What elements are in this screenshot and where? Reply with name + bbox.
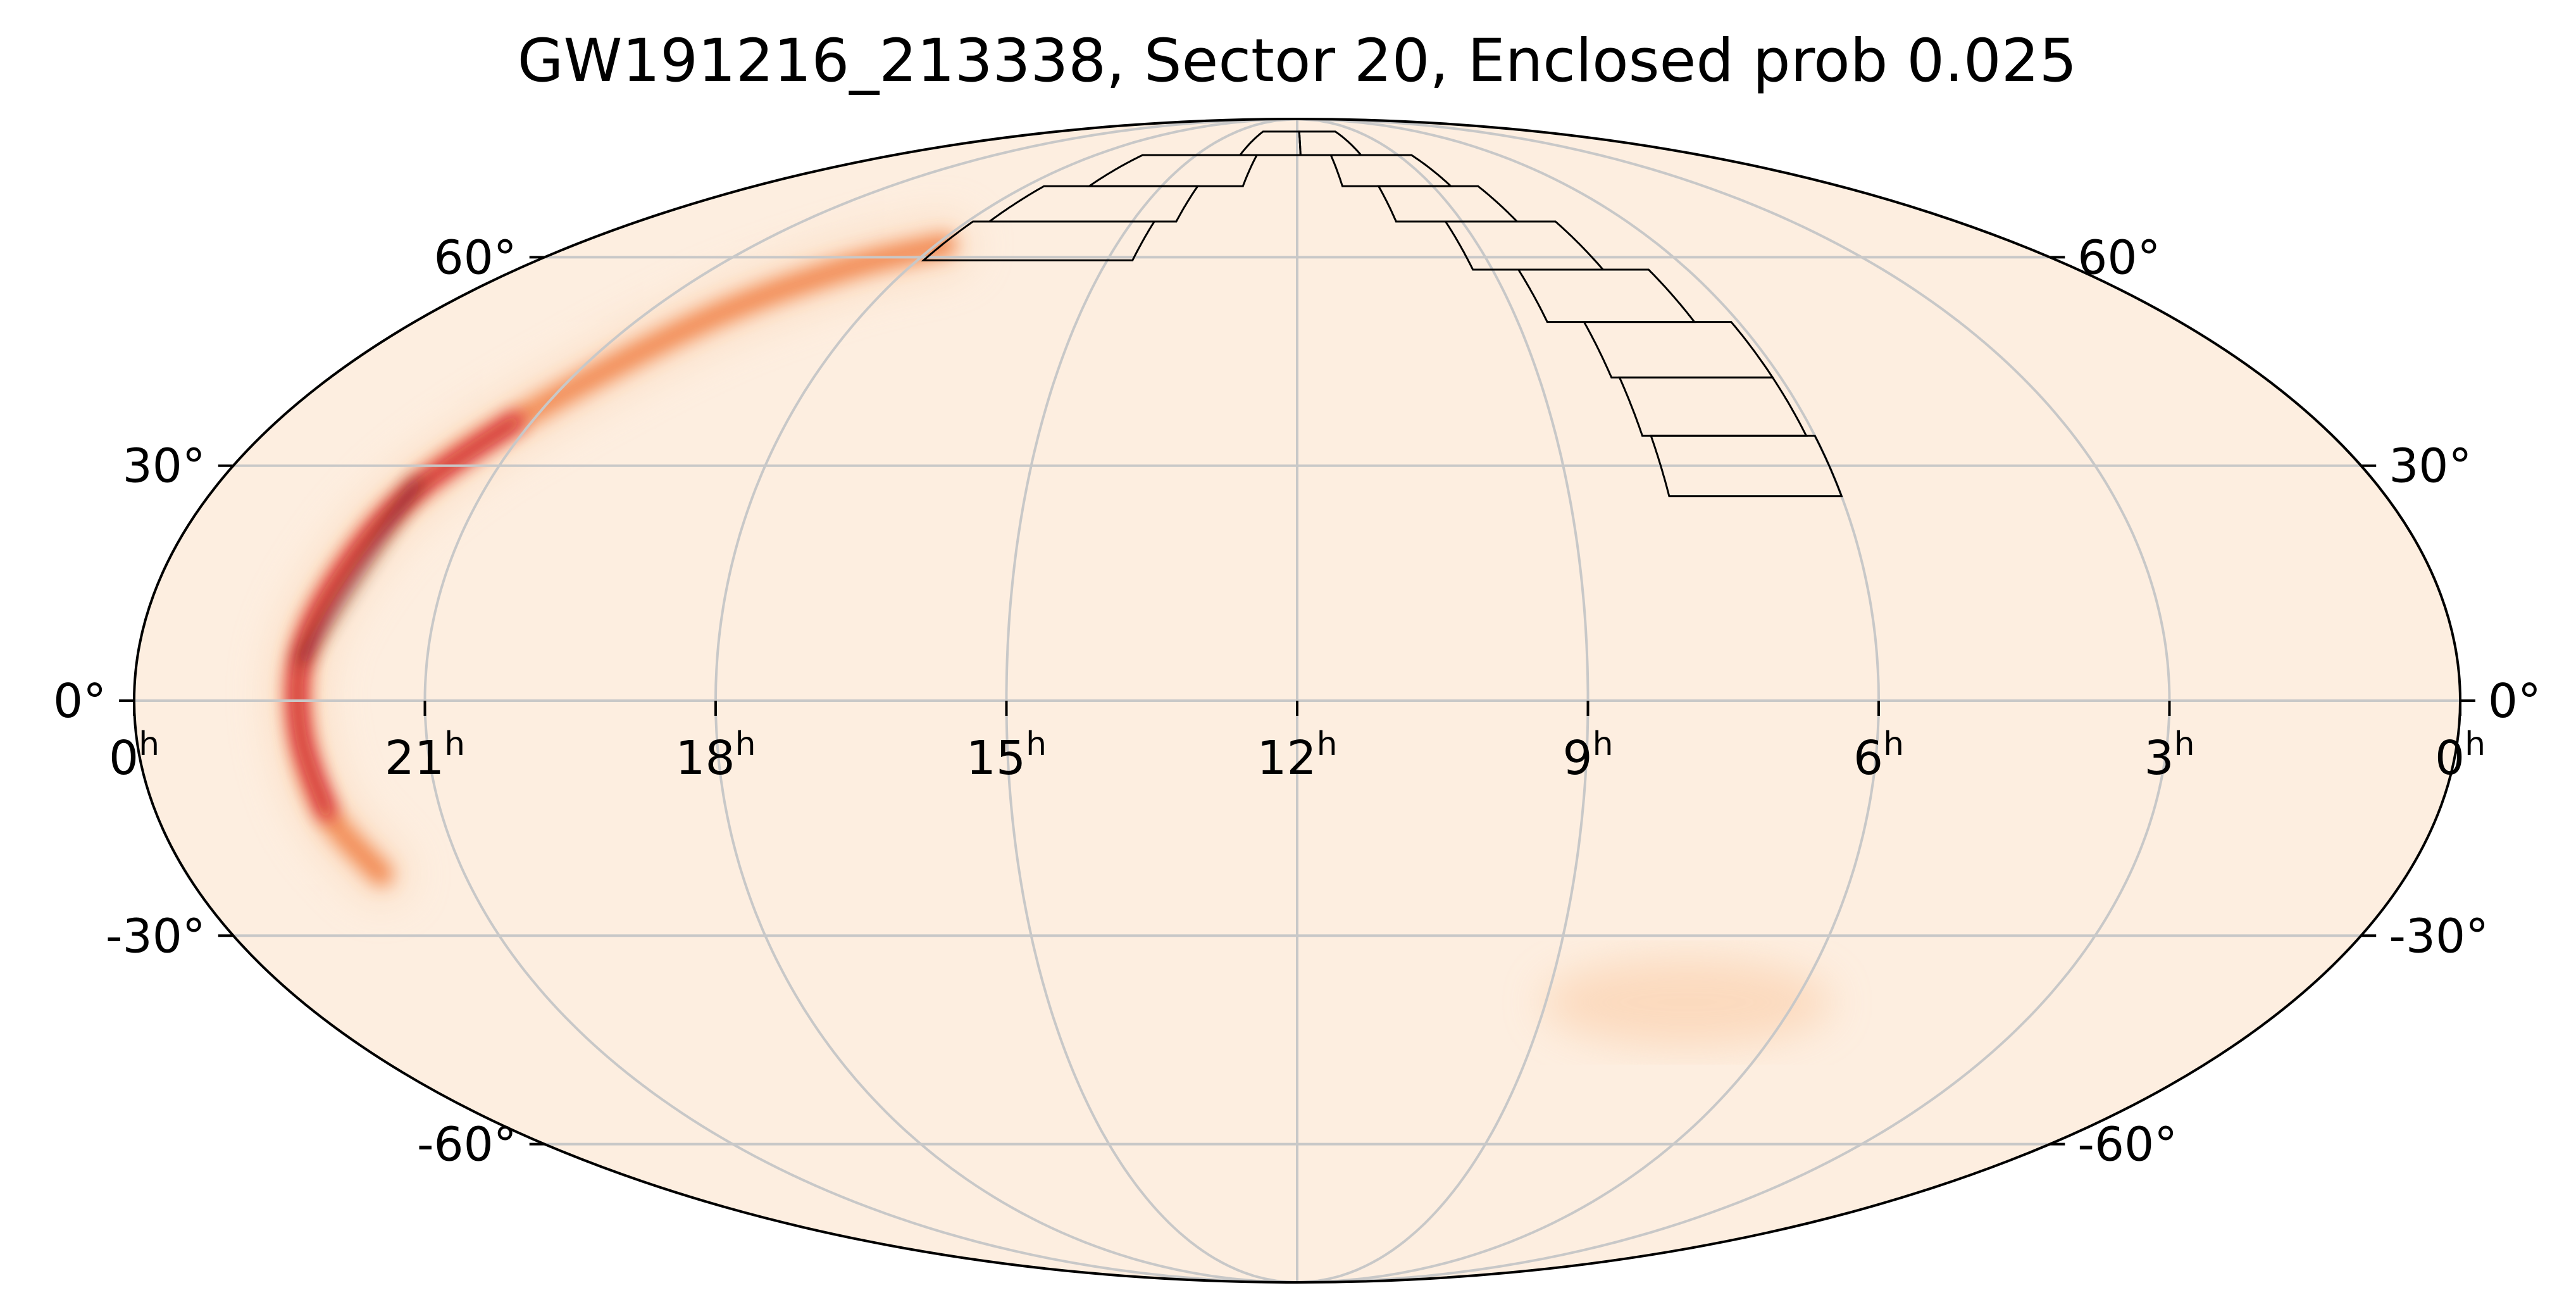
probability-core: [290, 414, 523, 819]
dec-tick-marks: [119, 256, 2475, 1146]
ra-tick-value: 12: [1257, 731, 1316, 785]
ra-tick-unit: h: [1026, 725, 1047, 763]
sector-tile: [1618, 376, 1808, 437]
dec-tick-label-right: 30°: [2389, 439, 2472, 494]
ra-tick-label: 12h: [1257, 725, 1337, 785]
ra-tick-label: 6h: [1853, 725, 1904, 785]
probability-layer: [268, 216, 1833, 1047]
probability-secondary-blob: [1541, 958, 1833, 1047]
sector-tile: [1649, 434, 1843, 497]
dec-tick-label-right: -30°: [2389, 909, 2489, 963]
ra-tick-label: 9h: [1562, 725, 1613, 785]
sector-tile: [1329, 154, 1453, 187]
sector-tile: [1298, 130, 1364, 156]
sector-tile: [1086, 154, 1259, 187]
ra-tick-label: 3h: [2144, 725, 2194, 785]
ra-tick-label: 0h: [109, 725, 159, 785]
ra-tick-label: 15h: [966, 725, 1047, 785]
ra-tick-labels: 0h 21h 18h 15h 12h 9h 6h 3h 0h: [109, 725, 2486, 785]
probability-peak: [298, 477, 421, 664]
dec-tick-label-left: -30°: [106, 909, 206, 963]
ra-tick-value: 18: [675, 731, 735, 785]
dec-tick-label-right: -60°: [2077, 1118, 2177, 1172]
ra-tick-value: 21: [385, 731, 444, 785]
sector-tile: [1516, 268, 1696, 323]
ra-tick-unit: h: [2465, 725, 2486, 763]
dec-tick-label-left: -60°: [417, 1118, 517, 1172]
ra-tick-value: 0: [109, 731, 139, 785]
ra-tick-value: 3: [2144, 731, 2174, 785]
sector-tiles: [921, 130, 1843, 497]
dec-tick-labels: 60° 60° 30° 30° 0° 0° -30° -30° -60° -60°: [53, 230, 2541, 1172]
ra-tick-value: 9: [1562, 731, 1592, 785]
ra-tick-label: 21h: [385, 725, 465, 785]
ra-tick-unit: h: [2174, 725, 2195, 763]
chart-title: GW191216_213338, Sector 20, Enclosed pro…: [518, 27, 2077, 96]
dec-tick-label-left: 60°: [434, 230, 517, 285]
ra-tick-unit: h: [139, 725, 159, 763]
dec-tick-label-right: 0°: [2488, 674, 2541, 729]
sector-tile: [1377, 185, 1519, 223]
dec-tick-label-right: 60°: [2077, 230, 2160, 285]
dec-tick-label-left: 0°: [53, 674, 106, 729]
ra-tick-value: 15: [966, 731, 1026, 785]
ra-tick-value: 6: [1853, 731, 1883, 785]
ra-tick-label: 18h: [675, 725, 756, 785]
dec-tick-label-left: 30°: [123, 439, 206, 494]
ra-tick-label: 0h: [2435, 725, 2486, 785]
sector-tile: [1582, 321, 1775, 379]
ra-tick-unit: h: [735, 725, 756, 763]
ra-tick-unit: h: [1883, 725, 1904, 763]
ra-tick-unit: h: [444, 725, 465, 763]
sector-tile: [1443, 220, 1605, 271]
ra-tick-unit: h: [1593, 725, 1614, 763]
ra-tick-marks: [133, 701, 2461, 716]
ra-tick-unit: h: [1317, 725, 1338, 763]
ra-tick-value: 0: [2435, 731, 2465, 785]
